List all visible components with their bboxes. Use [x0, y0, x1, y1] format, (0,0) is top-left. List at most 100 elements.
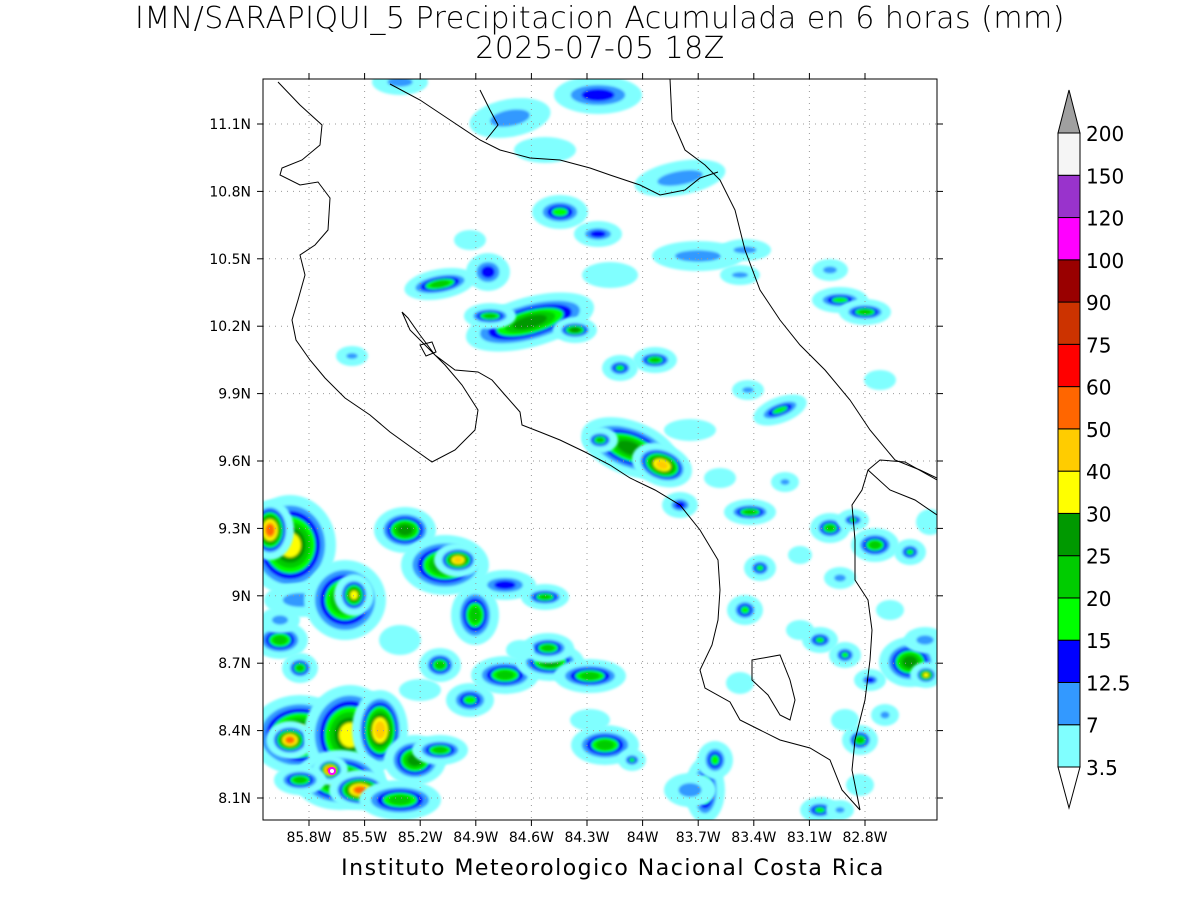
- precip-cell: [582, 427, 618, 453]
- lat-tick-label: 11.1N: [209, 117, 251, 133]
- precip-cell: [263, 607, 300, 633]
- colorbar-segment: [1057, 259, 1081, 303]
- precip-cell: [786, 620, 814, 640]
- precip-cell: [469, 97, 551, 139]
- map-subtitle: 2025-07-05 18Z: [475, 31, 725, 66]
- colorbar-segment: [1057, 597, 1081, 641]
- precip-cell: [266, 721, 314, 759]
- north-shore: [479, 89, 499, 141]
- precip-cell: [720, 265, 760, 285]
- colorbar-segment: [1057, 724, 1081, 768]
- lat-tick-label: 8.4N: [218, 724, 251, 740]
- precip-cell: [379, 625, 421, 655]
- colorbar-label: 30: [1086, 502, 1111, 526]
- colorbar-label: 200: [1086, 122, 1124, 146]
- lon-tick-label: 85.2W: [398, 830, 443, 846]
- precip-cell: [419, 648, 461, 682]
- colorbar-label: 15: [1086, 629, 1111, 653]
- lon-tick-label: 82.8W: [842, 830, 887, 846]
- precip-cell: [846, 774, 874, 796]
- lon-tick-label: 83.1W: [787, 830, 832, 846]
- caribbean-panama-coast: [867, 469, 937, 516]
- precip-cell: [282, 653, 318, 683]
- precip-cell: [582, 262, 638, 288]
- precip-cell: [466, 253, 510, 291]
- precip-cell: [664, 773, 716, 807]
- precip-cell: [514, 137, 576, 163]
- lon-tick-label: 84.6W: [509, 830, 554, 846]
- colorbar-label: 50: [1086, 418, 1111, 442]
- colorbar-label: 90: [1086, 291, 1111, 315]
- panama-border: [851, 459, 937, 811]
- colorbar-label: 3.5: [1086, 756, 1118, 780]
- precip-cell: [664, 419, 716, 441]
- colorbar-label: 7: [1086, 714, 1099, 738]
- lon-tick-label: 83.4W: [731, 830, 776, 846]
- precip-cell: [697, 741, 733, 779]
- colorbar-max-arrow: [1057, 89, 1081, 134]
- coastline-borders: [277, 79, 937, 811]
- lat-tick-label: 9N: [232, 589, 251, 605]
- colorbar-segment: [1057, 132, 1081, 176]
- colorbar-segment: [1057, 217, 1081, 261]
- precip-cell: [521, 584, 569, 610]
- colorbar-label: 20: [1086, 587, 1111, 611]
- precip-cell: [553, 317, 597, 343]
- precip-cell: [434, 543, 482, 577]
- precip-cell: [839, 299, 891, 325]
- lat-tick-label: 9.6N: [218, 454, 251, 470]
- precip-cell: [334, 574, 374, 616]
- footer-credit: Instituto Meteorologico Nacional Costa R…: [341, 856, 885, 881]
- precip-cell: [704, 468, 736, 488]
- gulf-inlet: [419, 341, 437, 357]
- precip-cell: [336, 346, 368, 366]
- precip-cell: [274, 765, 326, 795]
- lon-tick-label: 84.9W: [453, 830, 498, 846]
- colorbar-label: 150: [1086, 164, 1124, 188]
- colorbar-label: 40: [1086, 460, 1111, 484]
- precip-cell: [412, 735, 468, 765]
- precip-cell: [574, 221, 622, 247]
- map-frame: [262, 78, 938, 821]
- lat-tick-label: 8.1N: [218, 791, 251, 807]
- precip-cell: [726, 672, 754, 694]
- precip-cell: [532, 195, 588, 229]
- lon-tick-label: 84W: [627, 830, 659, 846]
- precip-cell: [727, 595, 763, 625]
- precipitation-field: [263, 79, 937, 820]
- lon-tick-label: 84.3W: [564, 830, 609, 846]
- precip-cell: [788, 546, 812, 564]
- precip-cell: [522, 633, 574, 663]
- precip-cell: [851, 528, 899, 562]
- precip-cell: [732, 380, 764, 400]
- precip-cell: [633, 347, 677, 373]
- colorbar-segment: [1057, 428, 1081, 472]
- precip-cell: [812, 259, 848, 281]
- precip-cell: [506, 640, 534, 660]
- colorbar-label: 12.5: [1086, 671, 1131, 695]
- colorbar-segment: [1057, 386, 1081, 430]
- map-axes: 11.1N 10.8N 10.5N 10.2N 9.9N 9.6N 9.3N 9N 8.7N 8.…: [209, 73, 943, 846]
- precip-cell: [854, 669, 886, 691]
- lon-tick-label: 85.5W: [342, 830, 387, 846]
- lon-tick-label: 85.8W: [286, 830, 331, 846]
- colorbar-segment: [1057, 512, 1081, 557]
- colorbar-label: 75: [1086, 333, 1111, 357]
- colorbar: 3.5 7 12.5 15 20 25 30 40 50 60 75 90 100 120 150 200: [1057, 89, 1131, 810]
- colorbar-segment: [1057, 470, 1081, 514]
- precip-cell: [399, 679, 441, 701]
- precip-cell: [554, 659, 626, 693]
- precip-cell: [404, 267, 476, 301]
- precip-cell: [916, 509, 937, 535]
- precip-cell: [753, 394, 807, 426]
- precip-cell: [570, 709, 610, 731]
- lat-tick-label: 10.5N: [209, 252, 251, 268]
- precip-cell: [871, 704, 899, 726]
- colorbar-segment: [1057, 343, 1081, 388]
- precip-cell: [724, 499, 776, 525]
- precip-cell: [831, 709, 859, 731]
- precip-cell: [631, 442, 693, 488]
- map-gridlines: [263, 79, 937, 820]
- precip-cell: [864, 370, 896, 390]
